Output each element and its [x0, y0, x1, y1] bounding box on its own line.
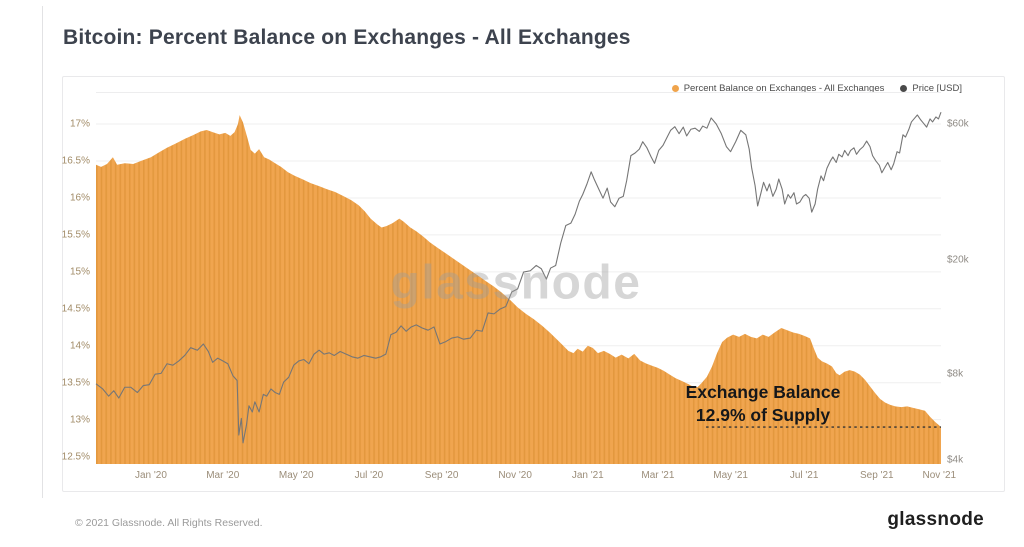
x-tick-label: Sep '21 [859, 470, 894, 481]
price-line-series [95, 111, 942, 444]
chart-card: Percent Balance on Exchanges - All Excha… [62, 76, 1005, 492]
copyright-text: © 2021 Glassnode. All Rights Reserved. [75, 517, 263, 529]
y-left-tick-label: 14% [69, 340, 90, 352]
x-tick-label: Mar '20 [206, 470, 240, 481]
x-tick-label: May '20 [278, 470, 314, 481]
footer: © 2021 Glassnode. All Rights Reserved. g… [0, 505, 1024, 541]
page-left-border [42, 6, 43, 498]
y-left-tick-label: 16.5% [61, 155, 90, 167]
plot-area[interactable]: glassnode Exchange Balance 12.9% of Supp… [62, 92, 969, 481]
legend-item-balance[interactable]: Percent Balance on Exchanges - All Excha… [671, 83, 885, 94]
chart-canvas [95, 111, 942, 465]
x-tick-label: Mar '21 [641, 470, 675, 481]
legend-label-price: Price [USD] [912, 83, 962, 94]
y-left-tick-label: 13% [69, 414, 90, 426]
annotation-line2: 12.9% of Supply [695, 405, 831, 426]
y-right-tick-label: $4k [947, 454, 964, 466]
y-left-tick-label: 13.5% [61, 377, 90, 389]
legend-dot-balance-icon [671, 85, 679, 92]
legend-label-balance: Percent Balance on Exchanges - All Excha… [683, 83, 885, 94]
glassnode-logo: glassnode [887, 509, 984, 530]
legend-dot-price-icon [900, 85, 908, 92]
y-right-tick-label: $60k [947, 118, 969, 130]
page-title: Bitcoin: Percent Balance on Exchanges - … [63, 26, 631, 49]
chart-legend: Percent Balance on Exchanges - All Excha… [671, 83, 962, 94]
x-tick-label: May '21 [713, 470, 748, 481]
y-left-tick-label: 16% [69, 192, 90, 204]
y-left-tick-label: 15.5% [61, 229, 90, 241]
y-right-tick-label: $20k [947, 254, 969, 266]
x-tick-label: Jan '21 [571, 470, 604, 481]
y-left-tick-label: 15% [69, 266, 90, 278]
annotation-line1: Exchange Balance [685, 382, 841, 402]
x-tick-label: Jan '20 [134, 470, 167, 481]
y-left-tick-label: 17% [69, 118, 90, 130]
x-tick-label: Nov '20 [498, 470, 532, 481]
x-tick-label: Jul '20 [354, 470, 384, 481]
legend-item-price[interactable]: Price [USD] [900, 83, 962, 94]
y-right-tick-label: $8k [947, 368, 964, 380]
balance-area-series [96, 115, 941, 465]
x-tick-label: Nov '21 [922, 470, 957, 481]
x-tick-label: Sep '20 [424, 470, 459, 481]
x-tick-label: Jul '21 [789, 470, 819, 481]
y-left-tick-label: 14.5% [61, 303, 90, 315]
exchange-balance-annotation: Exchange Balance 12.9% of Supply [686, 381, 841, 427]
y-left-tick-label: 12.5% [61, 451, 90, 463]
